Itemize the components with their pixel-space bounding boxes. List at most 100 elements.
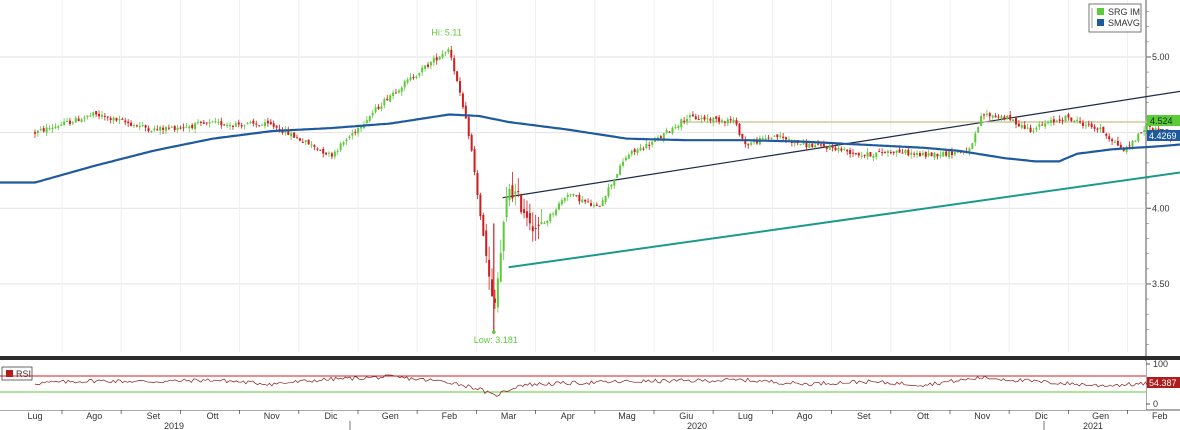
candle-body (1032, 130, 1035, 132)
candle-body (814, 145, 817, 148)
rsi-label-box[interactable]: RSI (1, 366, 33, 381)
candle-body (744, 140, 747, 145)
candle-body (936, 153, 939, 157)
candle-body (904, 150, 907, 154)
candle-body (365, 120, 368, 123)
candle-body (394, 92, 397, 94)
candle-body (48, 128, 51, 130)
candle-body (878, 151, 881, 153)
panel-separator[interactable] (0, 356, 1180, 360)
candle-body (1026, 127, 1029, 129)
candle-body (825, 147, 828, 149)
candle-body (721, 120, 724, 122)
candle-body (360, 126, 363, 129)
candle-body (968, 148, 971, 152)
rsi-tick-label: 0 (1153, 399, 1158, 409)
candle-body (170, 126, 173, 128)
candle-body (371, 112, 374, 116)
candle-body (875, 152, 878, 158)
candle-body (167, 127, 170, 129)
candle-body (852, 152, 855, 154)
xtick-label: Ott (207, 411, 220, 421)
candle-body (397, 90, 400, 93)
candle-body (578, 194, 581, 202)
candle-body (982, 114, 985, 116)
candle-body (348, 136, 351, 139)
year-label: 2020 (687, 421, 707, 430)
candle-body (688, 115, 691, 118)
last-price-tag: 4.524 (1147, 115, 1180, 126)
candle-body (869, 152, 872, 157)
candle-body (100, 114, 103, 117)
candle-body (956, 151, 959, 153)
candle-body (1006, 115, 1009, 119)
candle-body (520, 194, 523, 213)
candle-body (173, 125, 176, 130)
xtick-label: Apr (561, 411, 575, 421)
xtick-label: Dic (1035, 411, 1048, 421)
candle-body (464, 105, 467, 119)
candle-body (560, 200, 563, 205)
candle-body (581, 199, 584, 203)
candle-body (1096, 128, 1099, 130)
candle-body (71, 122, 74, 124)
candle-body (633, 149, 636, 152)
candle-body (130, 122, 133, 126)
candle-body (779, 135, 782, 137)
candle-body (782, 136, 785, 138)
candle-body (1015, 117, 1018, 125)
candle-body (269, 121, 272, 125)
candle-body (287, 129, 290, 135)
candle-body (229, 124, 232, 127)
candle-body (182, 127, 185, 129)
candle-body (336, 150, 339, 152)
candle-body (290, 133, 293, 137)
xtick-label: Set (147, 411, 161, 421)
candle-body (525, 211, 528, 218)
candle-body (587, 201, 590, 203)
candle-body (886, 151, 889, 154)
candlesticks (34, 45, 1180, 333)
candle-body (665, 130, 668, 133)
candle-body (918, 153, 921, 157)
candle-body (924, 152, 927, 157)
candle-body (409, 77, 412, 81)
candle-body (1012, 119, 1015, 121)
xtick-label: Gen (382, 411, 399, 421)
candle-body (572, 193, 575, 196)
candle-body (447, 49, 450, 53)
candle-body (109, 118, 112, 121)
candle-body (1128, 145, 1131, 147)
candle-body (988, 113, 991, 117)
rsi-tick-label: 100 (1153, 359, 1168, 369)
candle-body (613, 179, 616, 186)
candle-body (293, 132, 296, 138)
candle-body (854, 153, 857, 155)
legend[interactable]: SRG IM SMAVG (1088, 3, 1142, 33)
candle-body (980, 116, 983, 126)
candle-body (127, 121, 130, 124)
candle-body (1108, 136, 1111, 140)
candle-body (517, 191, 520, 193)
candle-body (441, 54, 444, 58)
candle-body (418, 73, 421, 76)
candle-body (162, 127, 165, 130)
candle-body (857, 152, 860, 156)
candle-body (706, 118, 709, 120)
candle-body (895, 150, 898, 153)
trendline (508, 171, 1180, 269)
candle-body (51, 127, 54, 130)
candle-body (557, 203, 560, 210)
candle-body (1076, 119, 1079, 121)
candle-body (377, 106, 380, 109)
candle-body (415, 76, 418, 78)
candle-body (555, 209, 558, 216)
candle-body (1020, 125, 1023, 128)
candle-body (330, 153, 333, 157)
candle-body (703, 116, 706, 120)
candle-body (668, 131, 671, 133)
candle-body (953, 152, 956, 155)
candle-body (738, 123, 741, 135)
candle-body (89, 115, 92, 117)
candle-body (86, 115, 89, 118)
